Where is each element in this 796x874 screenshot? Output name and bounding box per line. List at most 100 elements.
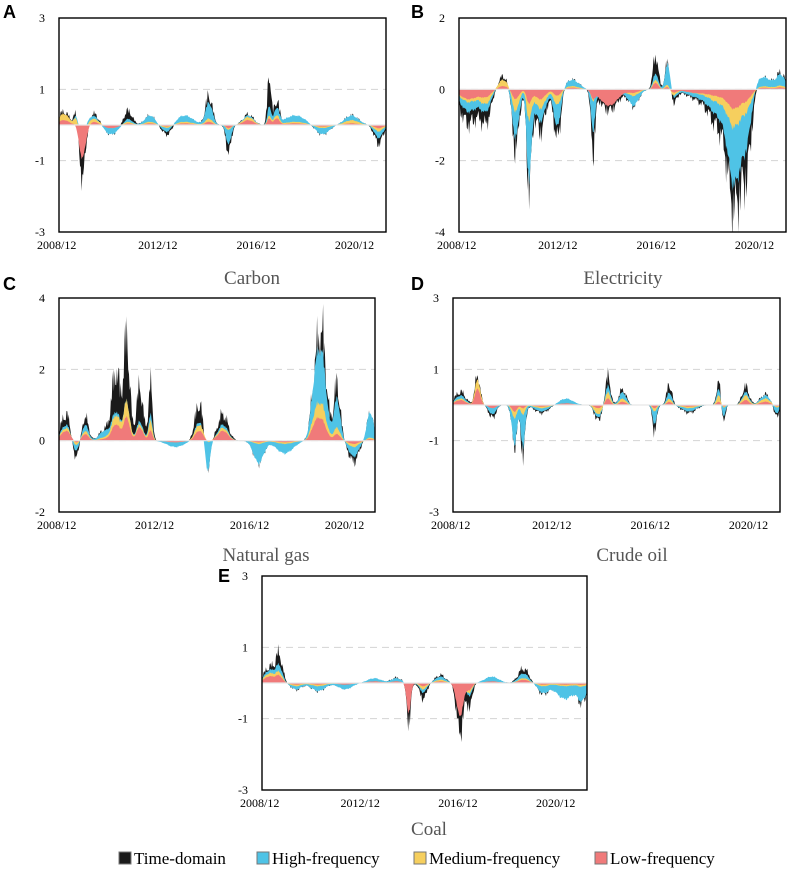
panel-a-y-tick-label: -3 <box>35 225 45 239</box>
panel-b-y-tick-label: -4 <box>435 225 445 239</box>
panel-c-y-ticks: 4 2 0 -2 <box>35 291 45 519</box>
panel-b-x-label: Electricity <box>583 268 663 289</box>
panel-b-x-tick-label: 2016/12 <box>637 238 676 252</box>
panel-a-x-label: Carbon <box>224 268 280 289</box>
panel-a-y-ticks: 3 1 -1 -3 <box>35 11 45 239</box>
panel-b-x-ticks: 2008/12 2012/12 2016/12 2020/12 <box>437 238 774 252</box>
panel-a-x-tick-label: 2008/12 <box>37 238 76 252</box>
panel-e-y-tick-label: 3 <box>242 569 248 583</box>
legend-label-high-frequency: High-frequency <box>272 849 380 868</box>
panel-b-frame <box>458 17 787 233</box>
panel-c-x-tick-label: 2016/12 <box>230 518 269 532</box>
panel-c-series-time-domain <box>59 304 375 474</box>
panel-e-x-tick-label: 2008/12 <box>240 796 279 810</box>
panel-e: E 3 1 -1 -3 2008/12 2012/12 2016/12 2020/12 Co… <box>218 566 588 840</box>
legend-item-medium-frequency: Medium-frequency <box>413 849 561 868</box>
panel-d-plot-area <box>452 297 781 513</box>
panel-e-plot-area <box>261 575 588 791</box>
panel-c-x-ticks: 2008/12 2012/12 2016/12 2020/12 <box>37 518 364 532</box>
panel-d-x-tick-label: 2020/12 <box>729 518 768 532</box>
panel-c-x-tick-label: 2012/12 <box>135 518 174 532</box>
panel-c-y-tick-label: 0 <box>39 434 45 448</box>
legend-swatch-low-frequency <box>594 851 608 865</box>
panel-e-frame <box>261 575 588 791</box>
legend-swatch-time-domain <box>118 851 132 865</box>
panel-a-frame <box>58 17 387 233</box>
panel-d-y-tick-label: 3 <box>433 291 439 305</box>
legend-swatch-high-frequency <box>256 851 270 865</box>
panel-c-series-high-frequency <box>59 345 375 472</box>
legend-label-medium-frequency: Medium-frequency <box>429 849 561 868</box>
panel-c-plot-area <box>58 297 376 513</box>
panel-d-x-label: Crude oil <box>596 545 667 566</box>
panel-e-y-ticks: 3 1 -1 -3 <box>238 569 248 797</box>
legend-item-high-frequency: High-frequency <box>256 849 380 868</box>
panel-d: D 3 1 -1 -3 2008/12 2012/12 2016/12 2020/12 Cr… <box>411 274 781 566</box>
panel-letter-a: A <box>3 2 16 22</box>
panel-c-y-tick-label: 2 <box>39 362 45 376</box>
panel-b-y-tick-label: 0 <box>439 82 445 96</box>
panel-d-series-high-frequency <box>453 384 780 450</box>
legend-item-time-domain: Time-domain <box>118 849 226 868</box>
panel-b: B 2 0 -2 -4 2008/12 2012/12 2016/12 2020/12 El… <box>411 2 787 289</box>
panel-e-x-ticks: 2008/12 2012/12 2016/12 2020/12 <box>240 796 575 810</box>
panel-d-series-medium-frequency <box>453 379 780 419</box>
panel-c-y-tick-label: 4 <box>39 291 45 305</box>
panel-e-series-time-domain <box>262 644 587 743</box>
panel-e-x-label: Coal <box>411 819 447 840</box>
panel-letter-c: C <box>3 274 16 294</box>
panel-a-x-ticks: 2008/12 2012/12 2016/12 2020/12 <box>37 238 374 252</box>
panel-a-x-tick-label: 2012/12 <box>138 238 177 252</box>
panel-b-series-high-frequency <box>459 62 786 192</box>
legend-item-low-frequency: Low-frequency <box>594 849 715 868</box>
panel-d-y-tick-label: -3 <box>429 505 439 519</box>
panel-d-frame <box>452 297 781 513</box>
legend-swatch-medium-frequency <box>413 851 427 865</box>
panel-b-y-ticks: 2 0 -2 -4 <box>435 11 445 239</box>
panel-a-y-tick-label: -1 <box>35 154 45 168</box>
panel-a-plot-area <box>58 17 387 233</box>
panel-letter-e: E <box>218 566 230 586</box>
panel-b-y-tick-label: -2 <box>435 154 445 168</box>
panel-b-x-tick-label: 2012/12 <box>538 238 577 252</box>
panel-e-x-tick-label: 2020/12 <box>536 796 575 810</box>
panel-e-y-tick-label: -1 <box>238 712 248 726</box>
panel-d-series-low-frequency <box>453 388 780 412</box>
panel-e-y-tick-label: 1 <box>242 640 248 654</box>
panel-a-x-tick-label: 2016/12 <box>237 238 276 252</box>
panel-c-x-tick-label: 2020/12 <box>325 518 364 532</box>
panel-e-x-tick-label: 2012/12 <box>341 796 380 810</box>
panel-e-y-tick-label: -3 <box>238 783 248 797</box>
panel-a-y-tick-label: 1 <box>39 82 45 96</box>
panel-d-x-ticks: 2008/12 2012/12 2016/12 2020/12 <box>431 518 768 532</box>
panel-b-plot-area <box>458 17 787 233</box>
panel-a-y-tick-label: 3 <box>39 11 45 25</box>
panel-c-frame <box>58 297 376 513</box>
panel-letter-b: B <box>411 2 424 22</box>
panel-b-x-tick-label: 2020/12 <box>735 238 774 252</box>
panel-b-x-tick-label: 2008/12 <box>437 238 476 252</box>
panel-c-x-tick-label: 2008/12 <box>37 518 76 532</box>
panel-a-series-time-domain <box>59 77 386 192</box>
panel-d-series-time-domain <box>453 367 780 467</box>
panel-c-x-label: Natural gas <box>222 545 309 566</box>
panel-d-x-tick-label: 2012/12 <box>532 518 571 532</box>
panel-d-x-tick-label: 2016/12 <box>631 518 670 532</box>
panel-d-x-tick-label: 2008/12 <box>431 518 470 532</box>
panel-c-y-tick-label: -2 <box>35 505 45 519</box>
panel-a-x-tick-label: 2020/12 <box>335 238 374 252</box>
panel-b-y-tick-label: 2 <box>439 11 445 25</box>
panel-letter-d: D <box>411 274 424 294</box>
panel-c-series-low-frequency <box>59 415 375 445</box>
panel-a: A 3 1 -1 -3 2008/12 2012/12 2016/12 2020/12 Ca… <box>3 2 387 289</box>
legend-label-low-frequency: Low-frequency <box>610 849 715 868</box>
panel-d-y-tick-label: -1 <box>429 434 439 448</box>
legend-label-time-domain: Time-domain <box>134 849 226 868</box>
panel-d-y-tick-label: 1 <box>433 362 439 376</box>
panel-d-y-ticks: 3 1 -1 -3 <box>429 291 439 519</box>
panel-a-series-high-frequency <box>59 101 386 145</box>
panel-c: C 4 2 0 -2 2008/12 2012/12 2016/12 2020/12 Nat… <box>3 274 376 566</box>
legend: Time-domain High-frequency Medium-freque… <box>118 849 715 868</box>
panel-e-x-tick-label: 2016/12 <box>438 796 477 810</box>
